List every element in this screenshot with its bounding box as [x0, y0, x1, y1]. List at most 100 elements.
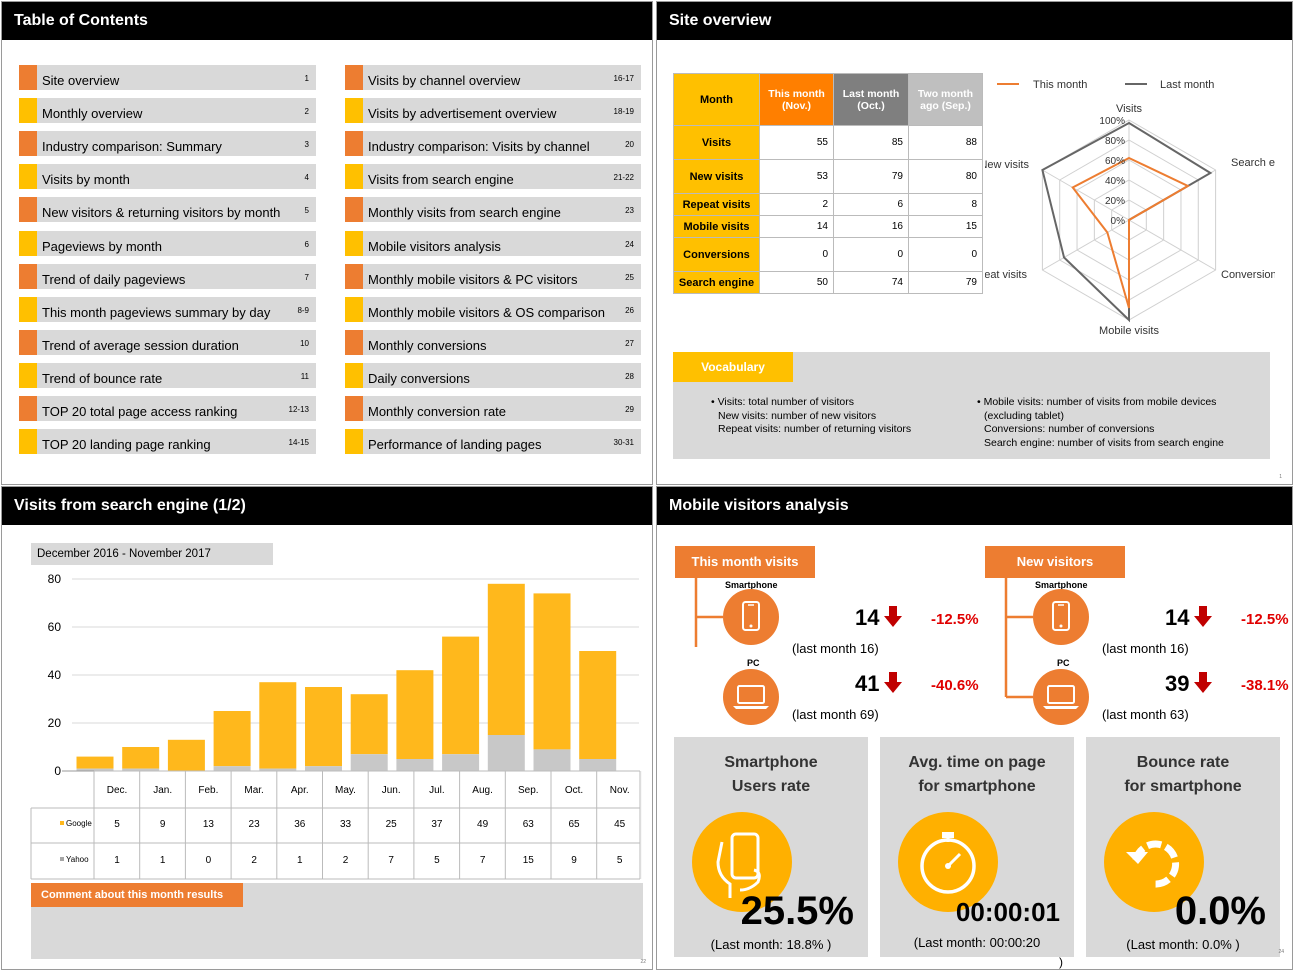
toc-item-label: New visitors & returning visitors by mon…: [42, 205, 281, 221]
vocab-line: (excluding tablet): [984, 409, 1064, 422]
radar-spoke: [1042, 169, 1130, 221]
cell-this: 2: [759, 193, 834, 216]
toc-item[interactable]: Daily conversions 28: [345, 362, 641, 388]
toc-item-label: Monthly overview: [42, 106, 143, 122]
data-label-google: 33: [340, 819, 352, 830]
x-tick-label: Mar.: [244, 785, 263, 796]
radar-tick-label: 40%: [1105, 176, 1125, 187]
toc-color-bar: [345, 197, 363, 223]
radar-axis-label: Repeat visits: [985, 269, 1027, 281]
smartphone-label: Smartphone: [1035, 580, 1088, 590]
hand-phone-icon: [692, 812, 792, 912]
toc-item-label: Monthly mobile visitors & PC visitors: [368, 271, 578, 287]
kpi-last-month: (Last month: 00:00:20: [913, 935, 1041, 950]
toc-color-bar: [19, 164, 37, 190]
toc-item-label: Monthly conversion rate: [368, 404, 507, 419]
overview-table: Month This month (Nov.) Last month (Oct.…: [673, 73, 983, 294]
toc-item[interactable]: Visits by advertisement overview 18-19: [345, 98, 641, 124]
cell-last: 79: [833, 159, 909, 194]
toc-item[interactable]: Visits by month 4: [19, 164, 316, 190]
data-label-google: 13: [203, 819, 215, 830]
slide-search-engine: Visits from search engine (1/2) December…: [1, 486, 653, 970]
legend-yahoo-swatch: [60, 857, 64, 861]
radar-axis-label: New visits: [985, 159, 1029, 171]
cell-last: 0: [833, 237, 909, 272]
cell-this: 0: [759, 237, 834, 272]
smartphone-last-month: (last month 16): [1102, 641, 1189, 656]
legend-google-label: Google: [66, 819, 92, 828]
toc-item-page: 5: [304, 206, 309, 216]
data-label-yahoo: 1: [160, 855, 166, 866]
toc-item[interactable]: Monthly conversions 27: [345, 329, 641, 355]
comment-box: Comment about this month results: [31, 883, 643, 959]
toc-item[interactable]: Performance of landing pages 30-31: [345, 429, 641, 455]
toc-item[interactable]: This month pageviews summary by day 8-9: [19, 296, 316, 322]
vocab-line: • Visits: total number of visitors: [711, 396, 854, 408]
toc-item-page: 10: [300, 338, 309, 348]
toc-item[interactable]: Industry comparison: Visits by channel 20: [345, 131, 641, 157]
toc-item[interactable]: Industry comparison: Summary 3: [19, 131, 316, 157]
pc-change: -40.6%: [931, 677, 979, 694]
toc-color-bar: [19, 329, 37, 355]
data-label-google: 25: [386, 819, 398, 830]
toc-item[interactable]: TOP 20 total page access ranking 12-13: [19, 396, 316, 421]
x-tick-label: Nov.: [610, 785, 630, 796]
toc-item[interactable]: New visitors & returning visitors by mon…: [19, 197, 316, 223]
toc-item[interactable]: Pageviews by month 6: [19, 230, 316, 256]
toc-item[interactable]: Monthly mobile visitors & PC visitors 25: [345, 263, 641, 289]
new-visitors-group: New visitors Smartphone 14 -12.5% (last …: [967, 487, 1292, 732]
data-label-yahoo: 7: [388, 855, 394, 866]
col-two-month: Two month ago (Sep.): [908, 73, 983, 126]
row-label: Repeat visits: [673, 193, 760, 216]
toc-item[interactable]: Trend of bounce rate 11: [19, 362, 316, 388]
toc-item[interactable]: Site overview 1: [19, 65, 316, 90]
pc-change: -38.1%: [1241, 677, 1289, 694]
smartphone-label: Smartphone: [725, 580, 778, 590]
toc-item-label: Performance of landing pages: [368, 437, 542, 453]
toc-item[interactable]: TOP 20 landing page ranking 14-15: [19, 429, 316, 455]
bar-yahoo: [533, 749, 571, 771]
toc-color-bar: [19, 197, 37, 223]
smartphone-value: 14: [1165, 605, 1190, 630]
page-number: 22: [640, 959, 646, 965]
legend-google-swatch: [60, 821, 64, 825]
toc-item[interactable]: Trend of daily pageviews 7: [19, 263, 316, 289]
kpi-title: Avg. time on page for smartphone: [908, 754, 1046, 795]
kpi-smartphone-users-rate: Smartphone Users rate 25.5% (Last month: …: [674, 737, 868, 957]
radar-tick-label: 60%: [1105, 156, 1125, 167]
data-label-yahoo: 9: [571, 855, 577, 866]
col-month: Month: [673, 73, 760, 126]
toc-item[interactable]: Monthly conversion rate 29: [345, 396, 641, 421]
toc-item-label: Monthly mobile visitors & OS comparison: [368, 304, 605, 320]
pc-label: PC: [747, 658, 760, 668]
toc-item-page: 26: [625, 305, 634, 315]
down-arrow-icon: [1194, 672, 1212, 693]
toc-color-bar: [345, 396, 363, 421]
this-month-visits-group: This month visits Smartphone 14 -12.5% (…: [657, 487, 979, 732]
toc-color-bar: [19, 131, 37, 157]
pc-last-month: (last month 63): [1102, 707, 1189, 722]
bar-yahoo: [487, 735, 525, 771]
slide-title: Mobile visitors analysis: [657, 487, 1292, 525]
bar-yahoo: [350, 754, 388, 771]
toc-item[interactable]: Trend of average session duration 10: [19, 329, 316, 355]
toc-item-page: 18-19: [613, 107, 634, 117]
new-visitors-title: New visitors: [985, 546, 1125, 578]
toc-item[interactable]: Visits by channel overview 16-17: [345, 65, 641, 90]
slide-mobile-visitors: Mobile visitors analysis This month visi…: [656, 486, 1293, 970]
toc-item[interactable]: Monthly mobile visitors & OS comparison 2…: [345, 296, 641, 322]
x-tick-label: Feb.: [198, 785, 218, 796]
smartphone-value: 14: [855, 605, 880, 630]
toc-item-label: TOP 20 total page access ranking: [42, 404, 238, 419]
bar-google: [76, 756, 114, 769]
legend-yahoo-label: Yahoo: [66, 855, 89, 864]
toc-color-bar: [345, 329, 363, 355]
toc-item[interactable]: Visits from search engine 21-22: [345, 164, 641, 190]
toc-color-bar: [345, 429, 363, 455]
vocab-line: Search engine: number of visits from sea…: [984, 436, 1224, 449]
toc-item[interactable]: Monthly overview 2: [19, 98, 316, 124]
x-tick-label: Apr.: [291, 785, 309, 796]
toc-item[interactable]: Monthly visits from search engine 23: [345, 197, 641, 223]
toc-item[interactable]: Mobile visitors analysis 24: [345, 230, 641, 256]
toc-color-bar: [345, 98, 363, 124]
